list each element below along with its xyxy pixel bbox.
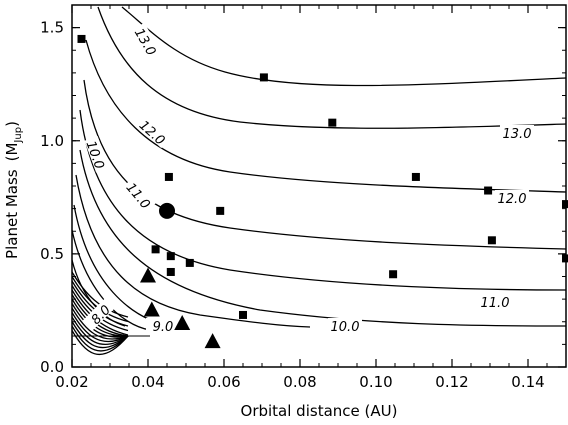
- y-tick-label: 0.5: [40, 245, 64, 263]
- x-tick-label: 0.06: [207, 373, 240, 391]
- square-marker: [328, 118, 337, 127]
- y-axis-label-gap: (: [3, 156, 21, 162]
- contour-label: 10.0: [331, 320, 360, 335]
- tick-labels: 0.02 0.04 0.06 0.08 0.10 0.12 0.14 0.0 0.5 1.0 1.5: [40, 19, 545, 391]
- contour-label: 11.0: [481, 296, 510, 311]
- square-marker: [151, 245, 160, 254]
- hatch-line: [71, 303, 129, 338]
- x-tick-label: 0.04: [131, 373, 164, 391]
- y-axis-label-unit-base: M: [3, 143, 21, 156]
- contour-line: [83, 79, 567, 250]
- x-tick-label: 0.08: [283, 373, 316, 391]
- hatch-line: [71, 276, 129, 323]
- contour-label: 10.0: [83, 139, 107, 171]
- contour-label: 9.0: [153, 320, 174, 335]
- y-tick-label: 0.0: [40, 358, 64, 376]
- circle-marker: [159, 202, 175, 219]
- contour-label-bg: [478, 294, 512, 308]
- contour-label-bg: [132, 22, 162, 60]
- triangle-marker: [204, 333, 221, 349]
- triangle-marker: [143, 301, 160, 317]
- contour-line: [121, 6, 567, 87]
- contour-label-bg: [328, 318, 362, 332]
- y-axis-label-close: ): [3, 121, 21, 127]
- contour-label-bg: [495, 190, 529, 204]
- square-marker: [487, 236, 496, 245]
- triangle-marker: [140, 267, 156, 283]
- axis-ticks: [71, 5, 567, 368]
- contour-label-bg: [146, 318, 180, 332]
- contour-label-bg: [82, 296, 117, 331]
- hatch-line: [71, 316, 129, 346]
- contour-line: [79, 149, 567, 327]
- square-marker: [562, 200, 568, 209]
- square-marker: [77, 34, 86, 43]
- square-marker: [185, 258, 194, 267]
- contour-line: [79, 109, 567, 291]
- hatch-line: [71, 271, 129, 318]
- triangle-marker: [174, 315, 191, 331]
- y-axis-label: Planet Mass (MJup): [3, 121, 24, 259]
- x-tick-label: 0.10: [359, 373, 392, 391]
- square-marker: [484, 186, 493, 195]
- hatch-line: [71, 312, 129, 343]
- x-tick-label: 0.12: [435, 373, 468, 391]
- square-marker: [164, 172, 173, 181]
- square-marker: [562, 254, 568, 263]
- y-axis-label-unit-sub: Jup: [13, 127, 24, 144]
- y-axis-label-main: Planet Mass: [3, 169, 21, 259]
- contour-label: 13.0: [503, 127, 532, 142]
- hatch-line: [71, 325, 129, 352]
- y-tick-label: 1.5: [40, 19, 64, 37]
- hatch-line: [71, 307, 129, 340]
- square-marker: [389, 270, 398, 279]
- contour-label-bg: [136, 114, 171, 149]
- square-marker: [239, 310, 247, 319]
- hatch-line: [71, 321, 129, 349]
- hatch-line: [71, 330, 129, 356]
- contour-lines: [71, 6, 567, 331]
- contour-label: 12.0: [498, 192, 527, 207]
- square-marker: [216, 206, 225, 215]
- contour-line: [85, 39, 567, 193]
- x-tick-label: 0.14: [511, 373, 544, 391]
- square-marker: [259, 73, 268, 82]
- contour-label-bg: [500, 125, 534, 139]
- square-marker: [411, 172, 420, 181]
- contour-line: [97, 6, 567, 129]
- contour-line: [75, 174, 311, 328]
- x-axis-label: Orbital distance (AU): [241, 402, 398, 420]
- square-marker: [166, 267, 175, 276]
- square-marker: [166, 252, 175, 261]
- x-tick-label: 0.02: [55, 373, 88, 391]
- contour-label-bg: [84, 135, 110, 173]
- data-markers: [77, 34, 568, 349]
- contour-label-bg: [123, 177, 156, 213]
- y-tick-label: 1.0: [40, 132, 64, 150]
